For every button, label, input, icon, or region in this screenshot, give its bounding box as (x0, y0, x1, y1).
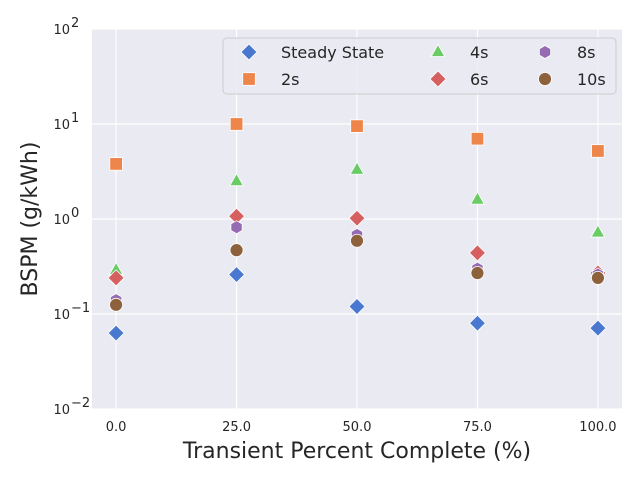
svg-text:10: 10 (53, 23, 70, 38)
data-point (109, 297, 123, 312)
legend-label: Steady State (281, 43, 384, 62)
y-tick-label: 10 −1 (53, 301, 90, 323)
legend-marker (538, 45, 552, 59)
data-point (107, 324, 125, 342)
y-tick-label: 10 0 (53, 206, 79, 228)
data-point (468, 314, 487, 332)
legend-label: 2s (281, 70, 300, 89)
data-point (348, 209, 366, 227)
svg-text:1: 1 (71, 111, 79, 126)
legend-entry: 2s (242, 70, 300, 89)
x-tick-label: 100.0 (579, 420, 616, 435)
svg-text:2: 2 (71, 16, 79, 31)
svg-text:0: 0 (71, 206, 79, 221)
x-tick-label: 75.0 (463, 420, 492, 435)
legend-marker (242, 72, 256, 86)
series-0 (107, 266, 607, 342)
y-axis-label: BSPM (g/kWh) (18, 142, 43, 297)
data-point (589, 319, 607, 337)
legend: Steady State 2s 4s 6s 8s 10s (222, 37, 617, 95)
legend-entry: Steady State (240, 43, 384, 62)
legend-marker (240, 43, 258, 61)
data-point (468, 244, 487, 262)
data-point (107, 269, 125, 287)
svg-text:−2: −2 (71, 396, 90, 411)
svg-text:−1: −1 (71, 301, 90, 316)
data-point (470, 266, 485, 280)
svg-text:10: 10 (53, 308, 70, 323)
legend-label: 8s (577, 43, 596, 62)
legend-marker (429, 70, 447, 88)
x-tick-labels: 0.0 25.0 50.0 75.0 100.0 (106, 420, 617, 435)
svg-text:10: 10 (53, 118, 70, 133)
legend-label: 6s (470, 70, 489, 89)
legend-marker (538, 72, 552, 86)
legend-label: 4s (470, 43, 489, 62)
data-point (229, 243, 244, 258)
data-point (349, 161, 365, 175)
x-tick-label: 25.0 (222, 420, 251, 435)
svg-text:10: 10 (53, 213, 70, 228)
y-tick-label: 10 1 (53, 111, 79, 133)
series-3 (107, 207, 607, 287)
legend-label: 10s (577, 70, 606, 89)
legend-entry: 4s (430, 43, 489, 62)
series-5 (109, 233, 605, 312)
legend-entry: 8s (538, 43, 596, 62)
legend-marker (430, 43, 446, 57)
x-tick-label: 0.0 (106, 420, 127, 435)
series-1 (109, 117, 605, 171)
data-point (348, 297, 366, 316)
data-point (590, 224, 606, 238)
svg-text:10: 10 (53, 403, 70, 418)
data-point (591, 270, 605, 285)
legend-box (222, 37, 617, 95)
data-point (350, 233, 364, 248)
y-tick-label: 10 −2 (53, 396, 90, 418)
data-point (229, 172, 244, 187)
x-axis-label: Transient Percent Complete (%) (182, 439, 531, 464)
series-2 (108, 161, 606, 275)
data-point (109, 157, 123, 171)
data-point (230, 220, 243, 235)
y-tick-label: 10 2 (53, 16, 79, 38)
legend-entry: 10s (538, 70, 606, 89)
data-point (229, 117, 244, 131)
data-point (591, 144, 605, 158)
data-point (470, 132, 485, 146)
data-points (107, 117, 607, 342)
data-point (227, 266, 246, 284)
data-point (470, 191, 485, 205)
legend-entry: 6s (429, 70, 489, 89)
x-tick-label: 50.0 (343, 420, 372, 435)
data-point (350, 119, 364, 133)
